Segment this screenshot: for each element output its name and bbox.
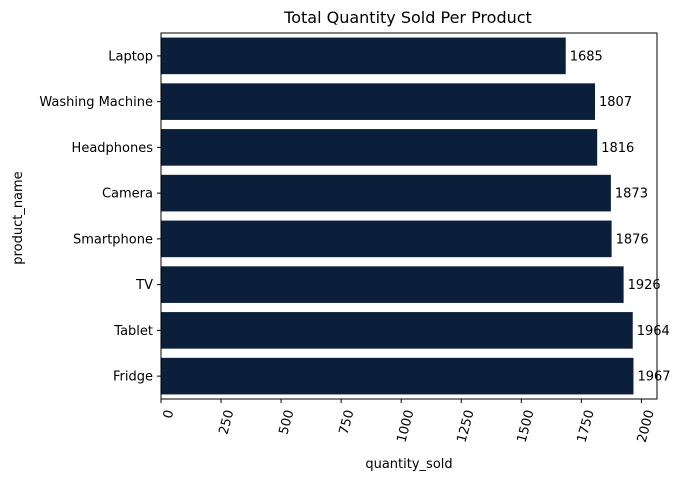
x-tick-label: 750 xyxy=(337,408,358,436)
x-tick-label: 500 xyxy=(277,408,298,436)
bar-smartphone xyxy=(161,220,612,258)
bar-value-label: 1964 xyxy=(637,324,670,339)
y-tick-label: TV xyxy=(135,278,153,293)
y-axis: Laptop Washing Machine Headphones Camera Sma… xyxy=(39,49,161,385)
bar-headphones xyxy=(161,129,598,166)
x-axis-label: quantity_sold xyxy=(365,457,452,472)
chart-title: Total Quantity Sold Per Product xyxy=(283,8,532,27)
x-tick-label: 1750 xyxy=(575,408,598,444)
x-axis: 0 250 500 750 1000 1250 1500 1750 2000 xyxy=(160,399,658,444)
x-tick-label: 1250 xyxy=(455,408,478,444)
bars-group xyxy=(161,37,634,395)
bar-value-label: 1816 xyxy=(601,141,634,156)
bar-fridge xyxy=(161,357,634,395)
bar-tv xyxy=(161,266,624,303)
bar-value-label: 1876 xyxy=(616,232,649,247)
x-tick-label: 1500 xyxy=(515,408,538,444)
y-tick-label: Washing Machine xyxy=(39,95,153,110)
bar-tablet xyxy=(161,312,633,349)
bar-washing-machine xyxy=(161,83,596,120)
y-tick-label: Laptop xyxy=(108,49,153,64)
x-tick-label: 0 xyxy=(161,408,178,420)
x-tick-label: 1000 xyxy=(395,408,418,444)
y-axis-label: product_name xyxy=(11,171,26,264)
bar-laptop xyxy=(161,37,566,75)
plot-frame xyxy=(160,32,658,400)
x-tick-label: 250 xyxy=(216,408,237,436)
bar-value-label: 1926 xyxy=(628,278,661,293)
y-tick-label: Camera xyxy=(102,187,153,202)
x-tick-label: 2000 xyxy=(635,408,658,444)
y-tick-label: Tablet xyxy=(113,324,153,339)
bar-value-labels: 1685 1807 1816 1873 1876 1926 1964 1967 xyxy=(570,49,671,384)
y-tick-label: Smartphone xyxy=(73,232,153,247)
bar-value-label: 1685 xyxy=(570,49,603,64)
bar-camera xyxy=(161,174,611,212)
y-tick-label: Headphones xyxy=(72,141,154,156)
bar-value-label: 1873 xyxy=(615,187,648,202)
y-tick-label: Fridge xyxy=(113,370,153,385)
bar-value-label: 1807 xyxy=(599,95,632,110)
bar-value-label: 1967 xyxy=(637,370,670,385)
